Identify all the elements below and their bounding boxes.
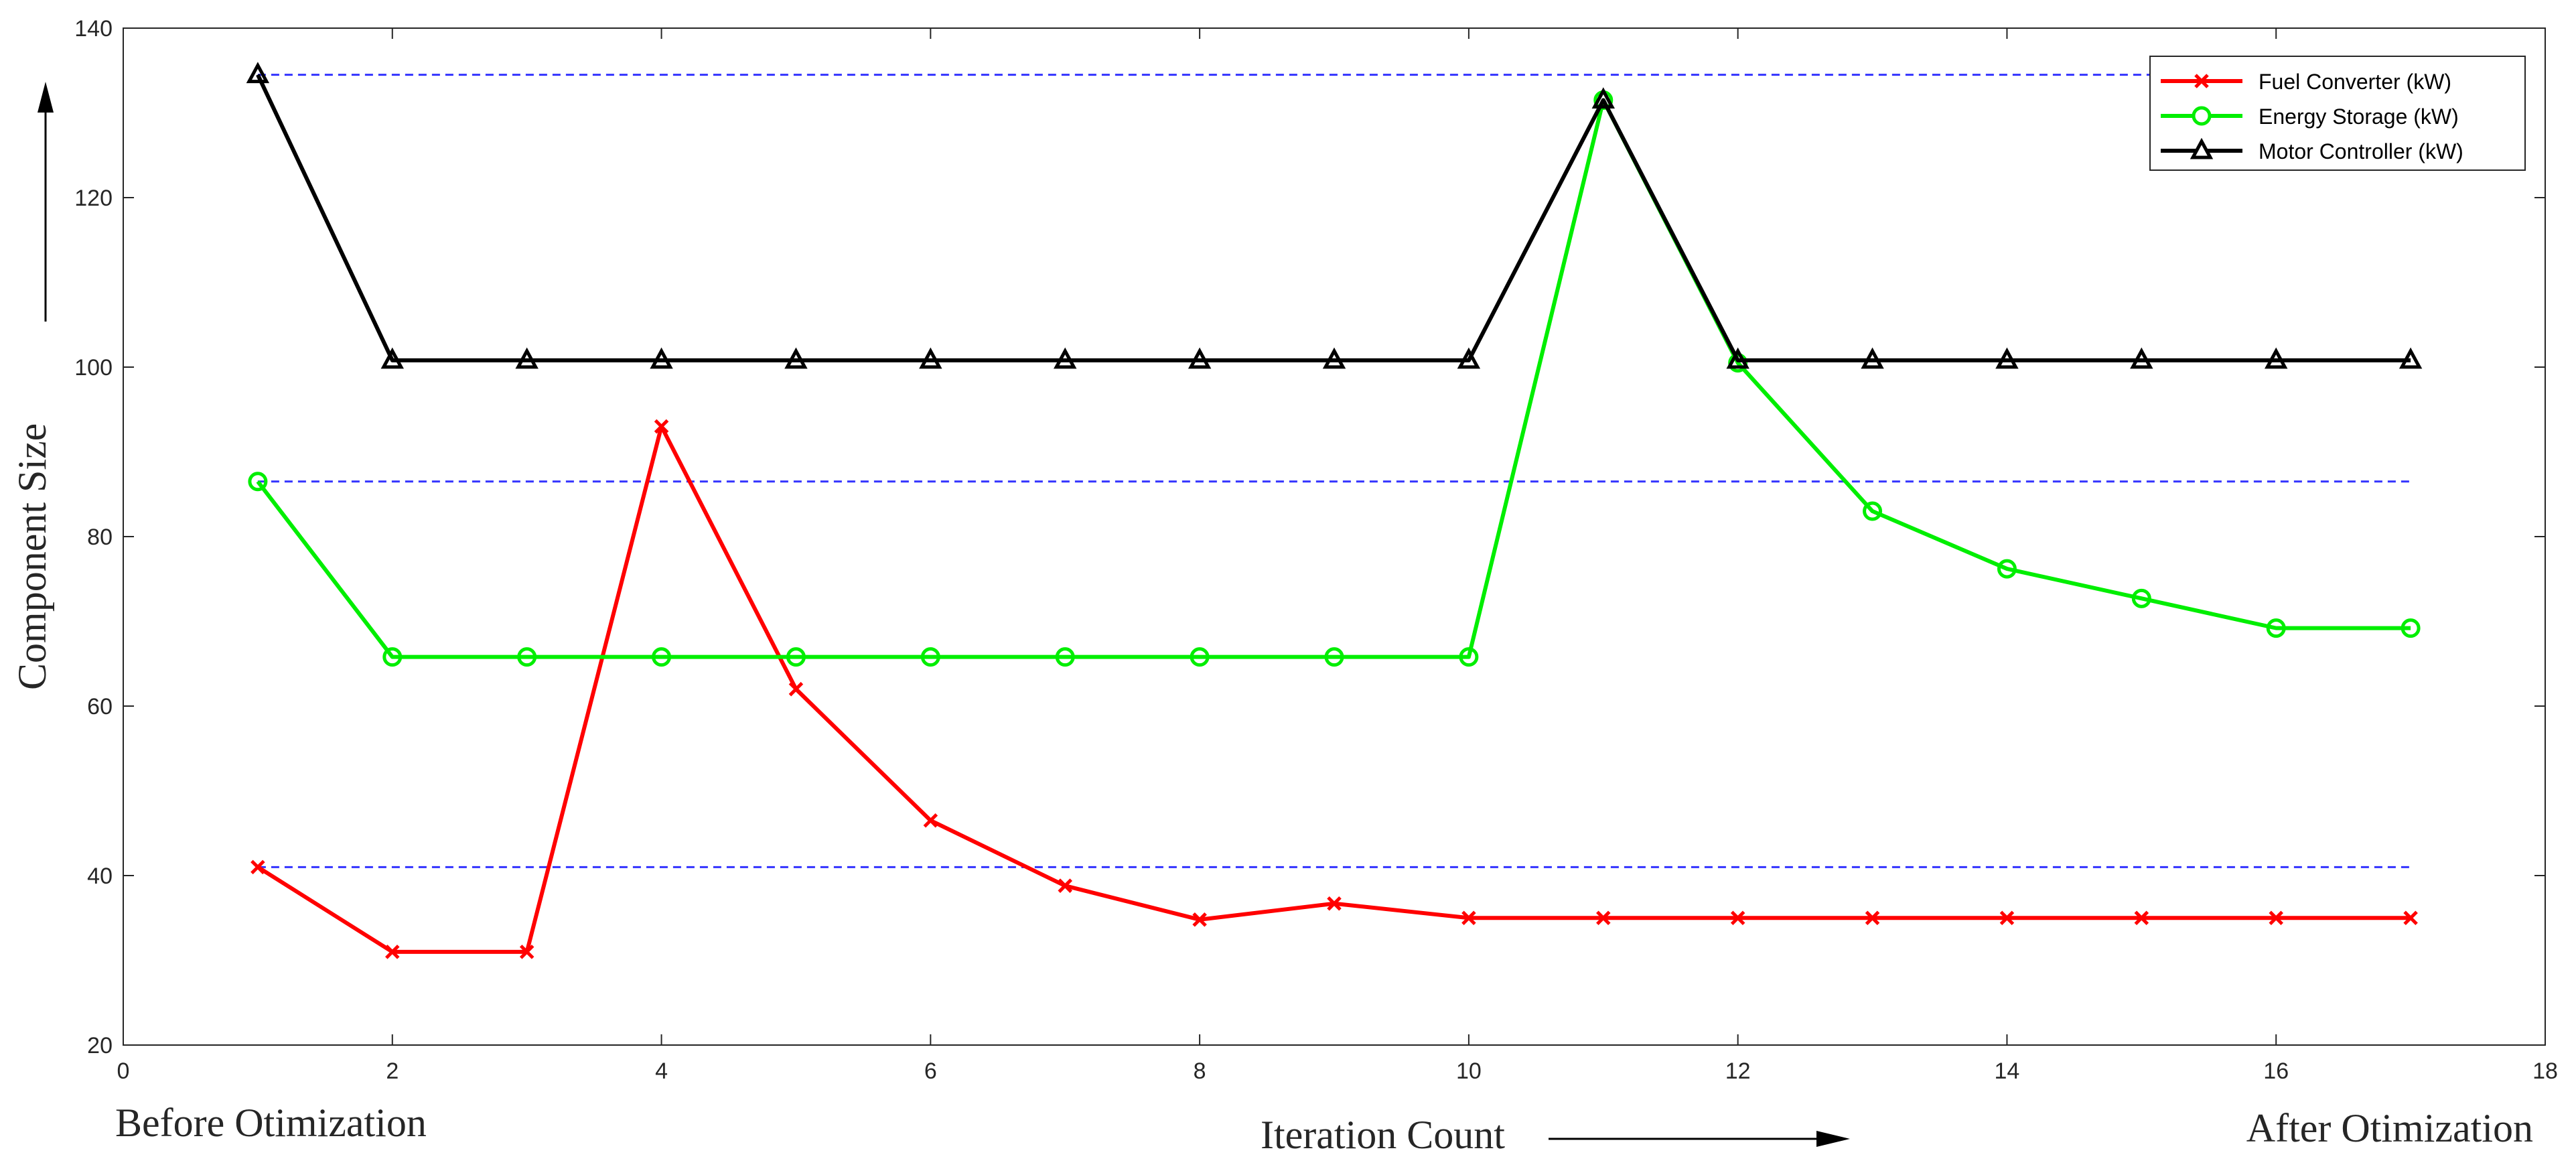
data-point-fuel-converter <box>385 945 400 959</box>
data-point-fuel-converter <box>1058 878 1072 893</box>
x-tick-label: 4 <box>655 1058 668 1084</box>
data-point-energy-storage <box>652 647 672 667</box>
data-point-fuel-converter <box>1730 910 1745 926</box>
data-point-energy-storage <box>1459 647 1479 667</box>
data-point-motor-controller <box>1322 347 1346 369</box>
x-axis-ticks: 0 2 4 6 8 10 12 14 16 18 <box>117 28 2558 1084</box>
data-point-motor-controller <box>246 62 270 84</box>
reference-lines <box>257 74 2411 868</box>
data-point-energy-storage <box>1863 501 1883 521</box>
series-motor-controller <box>246 62 2423 369</box>
data-point-fuel-converter <box>2269 910 2283 926</box>
data-point-fuel-converter <box>654 419 669 434</box>
data-point-fuel-converter <box>788 681 804 697</box>
data-point-energy-storage <box>1190 647 1210 667</box>
series-line-energy-storage <box>256 98 2411 659</box>
data-point-fuel-converter <box>923 813 938 828</box>
series-energy-storage <box>248 90 2421 667</box>
data-point-motor-controller <box>2399 347 2423 369</box>
data-point-fuel-converter <box>1461 910 1476 926</box>
data-point-motor-controller <box>784 347 808 369</box>
data-point-energy-storage <box>248 472 268 492</box>
data-point-fuel-converter <box>1999 910 2015 926</box>
data-point-energy-storage <box>2401 618 2421 638</box>
data-point-motor-controller <box>1726 347 1749 369</box>
y-tick-label: 60 <box>87 694 113 719</box>
y-tick-label: 140 <box>74 16 113 42</box>
data-point-motor-controller <box>1457 347 1481 369</box>
data-point-fuel-converter <box>1192 912 1207 927</box>
legend-entry-fuel-converter: Fuel Converter (kW) <box>2161 70 2451 94</box>
data-point-motor-controller <box>380 347 404 369</box>
y-tick-label: 80 <box>87 525 113 550</box>
legend: Fuel Converter (kW) Energy Storage (kW) … <box>2149 56 2526 171</box>
data-point-energy-storage <box>382 647 403 667</box>
data-point-fuel-converter <box>519 945 534 959</box>
series-layer <box>246 62 2423 959</box>
series-fuel-converter <box>251 419 2418 959</box>
y-tick-label: 100 <box>74 355 113 381</box>
data-point-energy-storage <box>1324 647 1344 667</box>
data-point-energy-storage <box>920 647 940 667</box>
legend-motor-controller-marker <box>2190 137 2214 159</box>
after-optimization-note: After Otimization <box>2246 1106 2533 1150</box>
data-point-motor-controller <box>1054 347 1077 369</box>
data-point-fuel-converter <box>1596 910 1611 926</box>
y-axis-label: Component Size <box>10 423 54 690</box>
x-tick-label: 0 <box>117 1058 130 1084</box>
before-optimization-note: Before Otimization <box>115 1101 427 1145</box>
data-point-energy-storage <box>1997 559 2017 579</box>
legend-energy-storage-label: Energy Storage (kW) <box>2259 105 2459 129</box>
data-point-fuel-converter <box>2134 910 2149 926</box>
x-tick-label: 18 <box>2532 1058 2558 1084</box>
data-point-fuel-converter <box>2403 910 2418 926</box>
data-point-motor-controller <box>2265 347 2288 369</box>
x-tick-label: 10 <box>1456 1058 1482 1084</box>
legend-fuel-converter-label: Fuel Converter (kW) <box>2259 70 2451 94</box>
data-point-motor-controller <box>919 347 942 369</box>
data-point-fuel-converter <box>1327 896 1342 911</box>
data-point-motor-controller <box>1995 347 2019 369</box>
y-tick-label: 40 <box>87 864 113 889</box>
data-point-motor-controller <box>1861 347 1884 369</box>
x-tick-label: 14 <box>1995 1058 2020 1084</box>
x-axis-arrow-head <box>1816 1131 1850 1147</box>
data-point-motor-controller <box>1591 87 1615 109</box>
data-point-motor-controller <box>650 347 673 369</box>
data-point-fuel-converter <box>1865 910 1880 926</box>
x-tick-label: 6 <box>924 1058 937 1084</box>
data-point-energy-storage <box>786 647 806 667</box>
y-tick-label: 20 <box>87 1033 113 1058</box>
legend-energy-storage-marker <box>2192 106 2212 126</box>
x-tick-label: 8 <box>1194 1058 1206 1084</box>
x-axis-label: Iteration Count <box>1261 1113 1505 1157</box>
y-axis-arrow-head <box>38 82 54 113</box>
data-point-motor-controller <box>1188 347 1212 369</box>
legend-entry-motor-controller: Motor Controller (kW) <box>2161 137 2463 163</box>
data-point-fuel-converter <box>251 859 265 875</box>
data-point-motor-controller <box>515 347 539 369</box>
plot-area <box>123 28 2545 1045</box>
data-point-energy-storage <box>2131 588 2151 608</box>
data-point-energy-storage <box>1055 647 1075 667</box>
data-point-motor-controller <box>2130 347 2153 369</box>
legend-motor-controller-label: Motor Controller (kW) <box>2259 139 2463 163</box>
data-point-energy-storage <box>2266 618 2286 638</box>
x-tick-label: 12 <box>1725 1058 1751 1084</box>
legend-fuel-converter-marker <box>2194 74 2209 88</box>
data-point-energy-storage <box>517 647 537 667</box>
legend-entry-energy-storage: Energy Storage (kW) <box>2161 105 2459 129</box>
series-line-motor-controller <box>256 74 2411 362</box>
y-tick-label: 120 <box>74 186 113 211</box>
x-tick-label: 16 <box>2263 1058 2289 1084</box>
y-axis-ticks: 20 40 60 80 100 120 140 <box>74 16 2545 1058</box>
x-tick-label: 2 <box>386 1058 399 1084</box>
